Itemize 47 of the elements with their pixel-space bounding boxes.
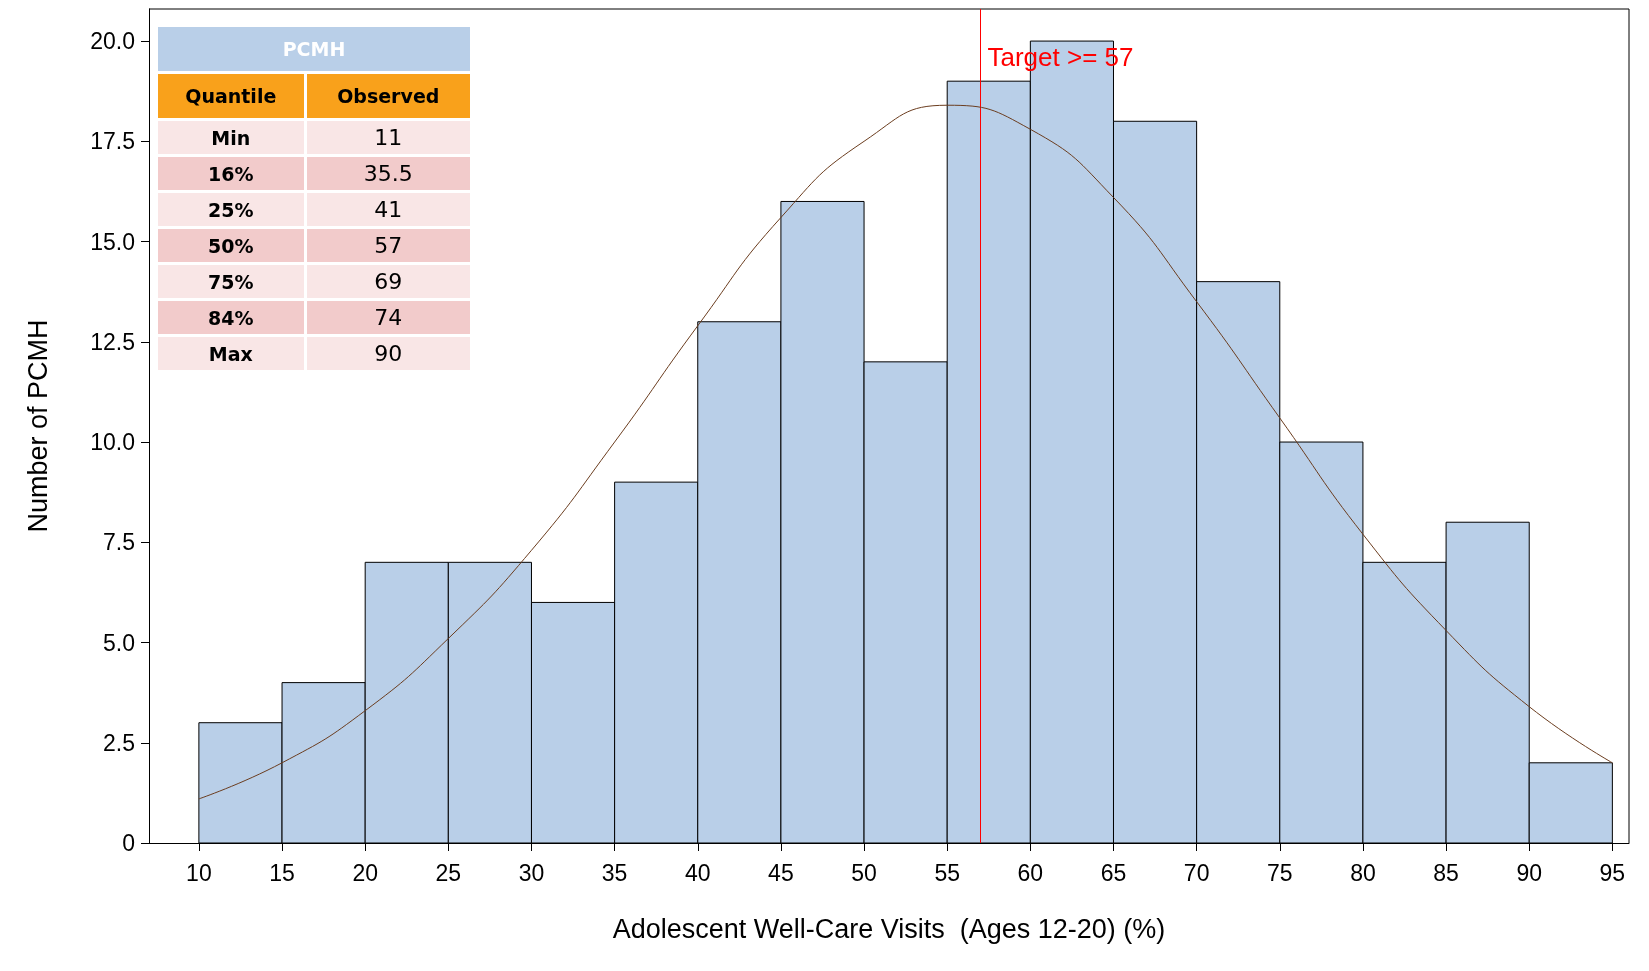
x-tick-label: 90 bbox=[1516, 859, 1543, 886]
x-tick-label: 25 bbox=[435, 859, 462, 886]
data-label: 90 bbox=[306, 337, 470, 370]
data-label: 35.5 bbox=[306, 157, 470, 190]
text: Observed bbox=[306, 74, 470, 118]
y-tick-label: 10.0 bbox=[90, 429, 135, 456]
y-tick-label: 17.5 bbox=[90, 128, 135, 155]
x-tick-label: 70 bbox=[1183, 859, 1210, 886]
data-label: 69 bbox=[306, 265, 470, 298]
x-tick-label: 80 bbox=[1350, 859, 1376, 886]
y-tick-label: 15.0 bbox=[90, 228, 135, 255]
category-label: Max bbox=[158, 337, 304, 370]
x-tick-label: 10 bbox=[186, 859, 212, 886]
x-tick-label: 85 bbox=[1433, 859, 1459, 886]
x-axis-title: Adolescent Well-Care Visits (Ages 12-20) (%) bbox=[612, 913, 1166, 944]
x-tick-label: 50 bbox=[851, 859, 877, 886]
category-label: 50% bbox=[158, 229, 304, 262]
data-label: 57 bbox=[306, 229, 470, 262]
category-label: 25% bbox=[158, 193, 304, 226]
y-tick-label: 12.5 bbox=[90, 328, 135, 355]
x-tick-label: 40 bbox=[684, 859, 711, 886]
x-tick-label: 60 bbox=[1017, 859, 1044, 886]
x-tick-label: 15 bbox=[269, 859, 295, 886]
line-series bbox=[198, 104, 1613, 800]
category-label: 75% bbox=[158, 265, 304, 298]
x-tick-label: 30 bbox=[518, 859, 545, 886]
x-tick-label: 75 bbox=[1266, 859, 1293, 886]
text: PCMH bbox=[158, 27, 470, 71]
category-label: 16% bbox=[158, 157, 304, 190]
y-tick-label: 20.0 bbox=[90, 28, 135, 55]
y-axis-title: Number of PCMH bbox=[22, 319, 53, 533]
text: Quantile bbox=[158, 74, 304, 118]
x-tick-label: 35 bbox=[601, 859, 628, 886]
data-label: 11 bbox=[306, 121, 470, 154]
y-tick-label: 7.5 bbox=[103, 529, 135, 556]
x-tick-label: 55 bbox=[934, 859, 960, 886]
y-tick-label: 5.0 bbox=[103, 629, 135, 656]
category-label: Min bbox=[158, 121, 304, 154]
x-tick-label: 20 bbox=[352, 859, 378, 886]
data-label: 74 bbox=[306, 301, 470, 334]
y-tick-label: 0 bbox=[122, 830, 135, 856]
data-label: 41 bbox=[306, 193, 470, 226]
category-label: 84% bbox=[158, 301, 304, 334]
x-tick-label: 65 bbox=[1100, 859, 1127, 886]
x-tick-label: 45 bbox=[768, 859, 794, 886]
x-tick-label: 95 bbox=[1599, 859, 1626, 886]
y-tick-label: 2.5 bbox=[103, 729, 135, 756]
